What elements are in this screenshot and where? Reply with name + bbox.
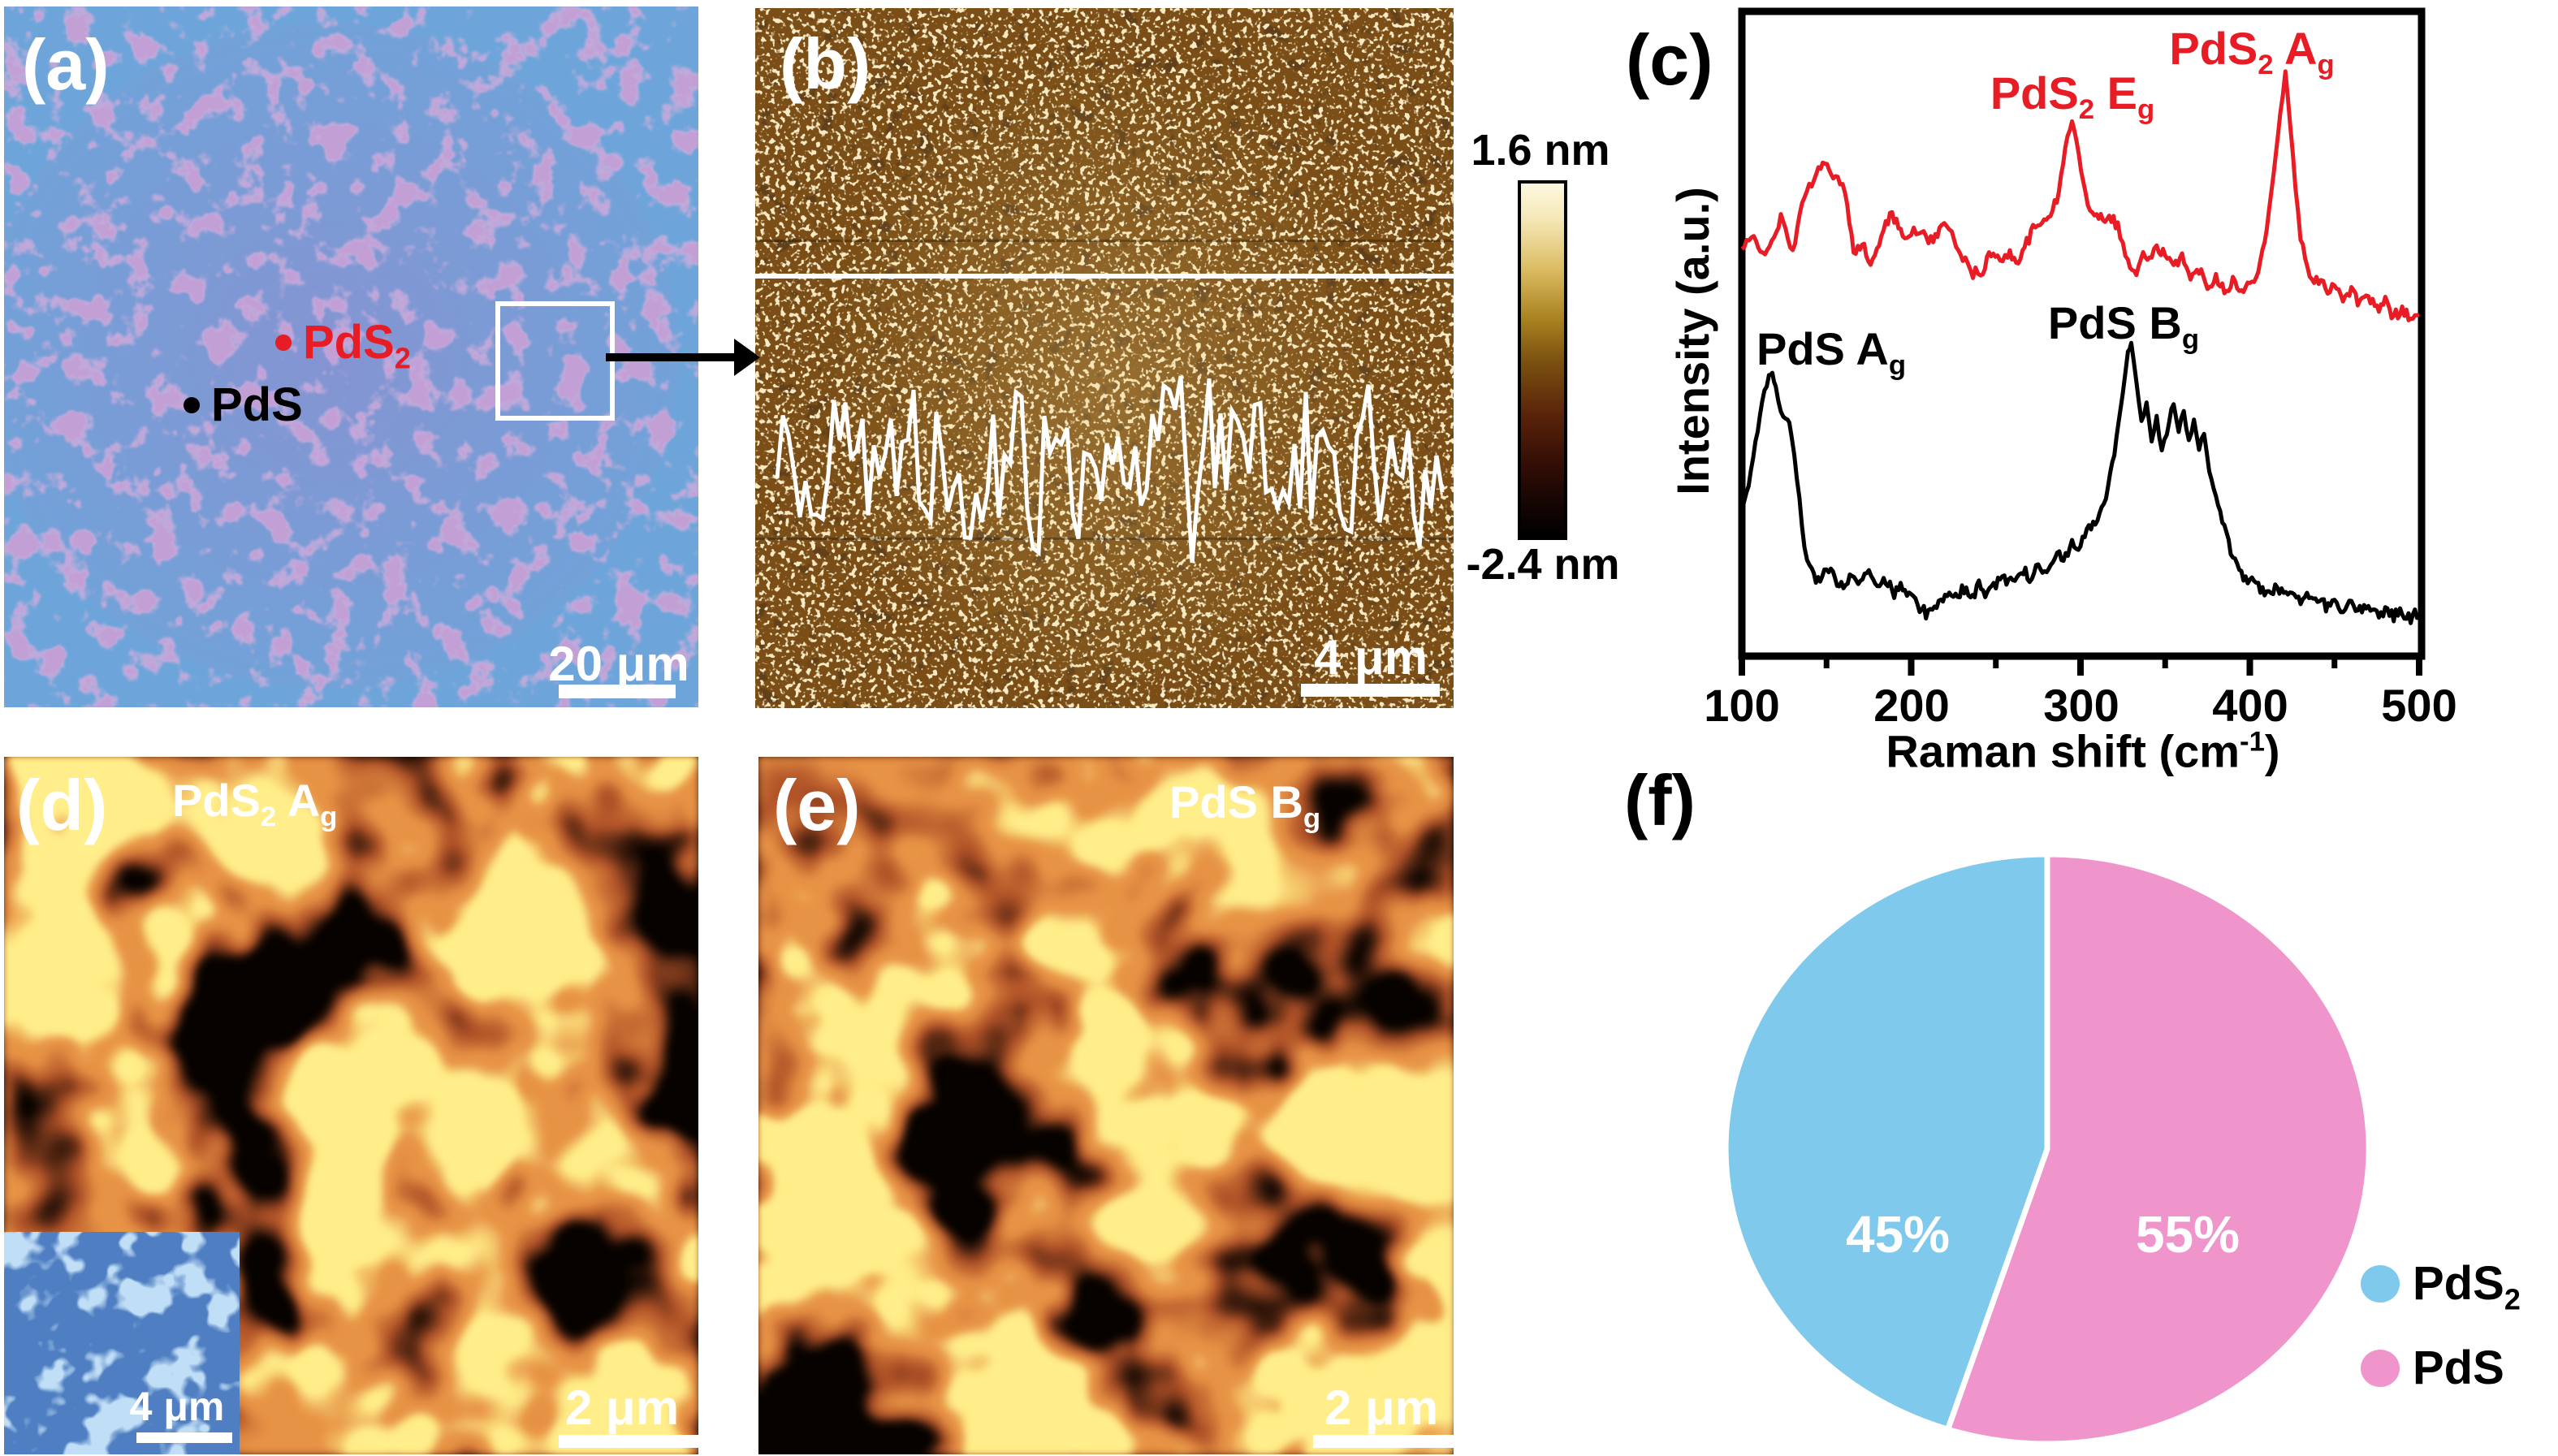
afm-height-profile [775,375,1445,564]
panel-e-map-label: PdS Bg [1169,776,1321,835]
pds2-dot-icon [275,335,292,351]
afm-height-colorbar [1518,180,1567,540]
panel-d-inset-texture [4,1232,240,1454]
peak-label-pds-bg: PdS Bg [2047,297,2200,356]
legend-label-pds: PdS [2413,1342,2504,1394]
colorbar-min-label: -2.4 nm [1466,540,1620,589]
svg-text:400: 400 [2212,680,2288,731]
panel-b-scalebar [1301,684,1440,697]
marker-pds: PdS [184,382,303,429]
afm-section-line [755,274,1454,279]
raman-tick-labels: 100 200 300 400 500 [1704,680,2456,731]
pds-dot-icon [184,397,200,413]
panel-e-raman-map-pds: (e) PdS Bg 2 μm [758,757,1454,1454]
panel-d-scalebar-label: 2 μm [564,1380,680,1435]
legend-label-pds2: PdS2 [2413,1257,2521,1316]
panel-b-scalebar-label: 4 μm [1313,630,1428,685]
svg-text:200: 200 [1873,680,1949,731]
phase-fraction-pie-chart [1722,851,2372,1447]
panel-e-scalebar [1313,1435,1454,1448]
panel-e-texture [758,757,1454,1454]
raman-curve-pds [1739,340,2422,625]
panel-e-label: (e) [773,765,861,845]
pds-label: PdS [211,378,303,431]
inset-scalebar-label: 4 μm [129,1384,225,1429]
panel-d-scalebar [559,1435,698,1448]
panel-a-scalebar [559,685,676,698]
inset-scalebar [136,1432,232,1443]
raman-axes [1738,7,2426,676]
panel-f-label: (f) [1624,760,1696,840]
panel-d-texture [4,757,698,1454]
legend-dot-pds2-icon [2361,1265,2400,1303]
peak-label-pds2-eg: PdS2 Eg [1990,67,2155,126]
pds2-label: PdS2 [303,316,411,375]
peak-label-pds2-ag: PdS2 Ag [2169,23,2335,81]
svg-text:100: 100 [1704,680,1779,731]
panel-d-map-label: PdS2 Ag [172,775,338,833]
pie-slice-pds [1945,851,2372,1447]
panel-d-optical-inset: 4 μm [4,1232,240,1454]
marker-pds2: PdS2 [275,316,411,375]
legend-item-pds: PdS [2361,1345,2504,1392]
raman-curve-pds2 [1740,69,2420,322]
raman-x-axis-label: Raman shift (cm-1) [1886,725,2280,777]
raman-y-axis-label: Intensity (a.u.) [1667,187,1718,495]
raman-spectra-chart: 100 200 300 400 500 [1704,7,2457,731]
panel-e-scalebar-label: 2 μm [1324,1380,1439,1435]
legend-dot-pds-icon [2361,1350,2400,1387]
panel-a-optical-image: (a) PdS2 PdS 20 μm [4,6,698,707]
svg-text:300: 300 [2043,680,2119,731]
panel-a-label: (a) [22,24,110,105]
roi-to-afm-arrow-icon [606,339,760,376]
pie-slice-label-pds2: 45% [1845,1205,1951,1264]
colorbar-max-label: 1.6 nm [1471,126,1610,175]
pie-slice-pds2 [1722,851,2050,1432]
pie-slice-label-pds: 55% [2135,1205,2240,1264]
legend-item-pds2: PdS2 [2361,1257,2521,1316]
panel-d-raman-map-pds2: (d) PdS2 Ag 4 μm 2 μm [4,757,698,1454]
panel-a-texture [4,6,698,707]
panel-b-afm-image: (b) 4 μm [755,8,1454,708]
svg-text:500: 500 [2381,680,2456,731]
panel-d-label: (d) [16,765,108,845]
panel-b-label: (b) [780,24,871,104]
panel-b-texture [755,8,1454,708]
panel-c-label: (c) [1626,19,1713,100]
raman-curves [1739,69,2422,625]
panel-a-scalebar-label: 20 μm [548,637,689,691]
peak-label-pds-ag: PdS Ag [1756,323,1907,382]
